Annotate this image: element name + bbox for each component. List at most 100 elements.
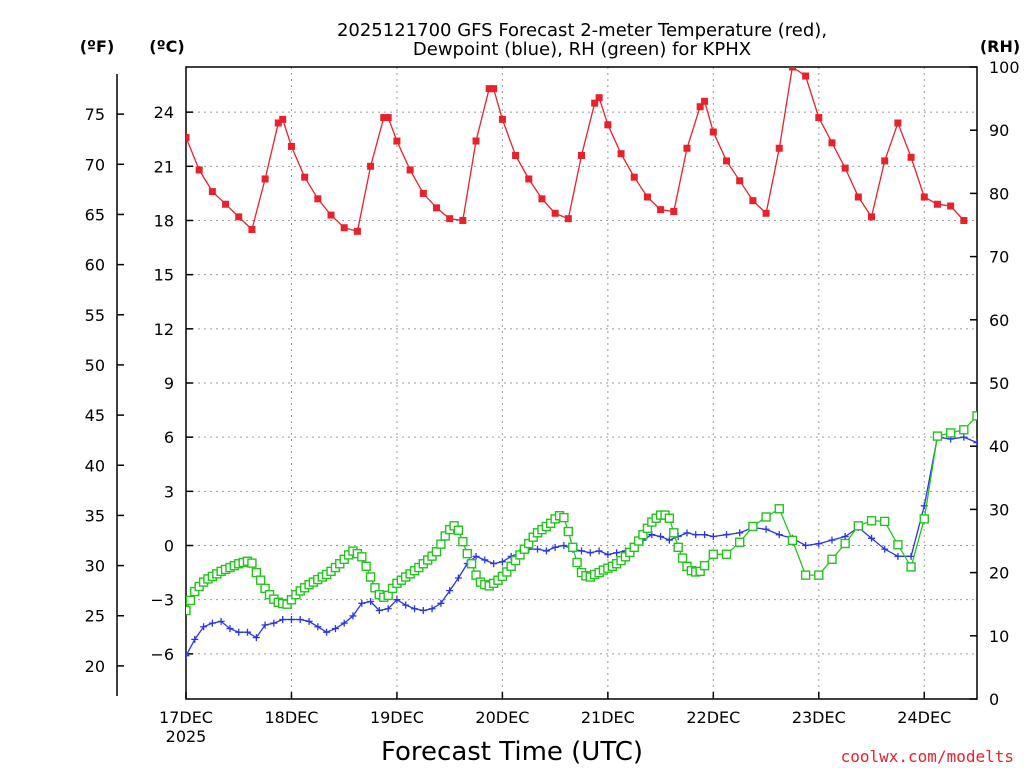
temperature-marker [301,173,309,181]
temperature-marker [701,97,709,105]
x-tick-label: 22DEC [686,708,740,727]
dewpoint-marker [191,635,199,643]
rh-marker [774,504,784,514]
x-tick-label: 21DEC [581,708,635,727]
dewpoint-marker [235,628,243,636]
dewpoint-marker [595,547,603,555]
rh-marker [673,542,683,553]
temperature-marker [195,166,203,174]
rh-marker [572,557,582,568]
rh-marker [945,428,956,438]
rh-tick-label: 10 [989,627,1009,646]
chart-title-line2: Dewpoint (blue), RH (green) for KPHX [413,39,751,60]
x-tick-label: 20DEC [475,708,529,727]
temperature-marker [841,164,849,172]
celsius-tick-label: −3 [150,591,174,610]
temperature-marker [828,139,836,147]
rh-tick-label: 80 [989,184,1009,203]
dewpoint-marker [375,607,383,615]
temperature-marker [709,128,717,136]
rh-marker [568,542,578,553]
temperature-marker [406,166,414,174]
fahrenheit-tick-label: 45 [85,406,105,425]
temperature-marker [578,151,585,159]
dewpoint-marker [578,547,585,555]
rh-tick-label: 90 [989,121,1009,140]
dewpoint-marker [802,542,810,550]
temperature-marker [498,115,506,123]
rh-marker [866,516,877,526]
rh-marker [563,526,574,537]
temperature-marker [670,207,678,215]
rh-tick-label: 60 [989,311,1009,330]
temperature-marker [472,137,480,145]
rh-marker [721,549,732,559]
x-tick-label: 19DEC [370,708,424,727]
dewpoint-marker [692,531,700,539]
dewpoint-marker [828,536,836,544]
rh-marker [431,547,442,557]
rh-marker [458,536,468,547]
temperature-marker [788,67,796,71]
dewpoint-marker [428,605,436,613]
dewpoint-marker [314,623,322,631]
fahrenheit-tick-label: 35 [85,506,105,525]
rh-marker [247,558,257,568]
rh-marker [251,567,262,578]
dewpoint-marker [393,596,401,604]
rh-marker [748,521,758,532]
temperature-marker [630,173,638,181]
rh-marker [959,425,969,435]
dewpoint-marker [709,532,717,540]
celsius-tick-label: −6 [150,645,174,664]
dewpoint-marker [841,532,849,540]
dewpoint-marker [305,617,313,625]
temperature-marker [525,175,533,183]
rh-marker [827,554,837,565]
fahrenheit-tick-label: 20 [85,657,105,676]
dewpoint-marker [683,529,691,537]
temperature-marker [696,103,704,111]
temperature-marker [287,142,295,150]
celsius-tick-label: 9 [164,374,174,393]
dewpoint-marker [551,543,559,551]
temperature-marker [538,195,546,203]
temperature-marker [854,193,862,201]
dewpoint-marker [287,616,295,624]
dewpoint-marker [331,625,339,633]
dewpoint-marker [868,534,876,542]
rh-marker [466,559,477,569]
dewpoint-marker [349,612,357,620]
temperature-marker [591,99,599,107]
series-group [186,67,977,660]
celsius-tick-label: 24 [154,103,174,122]
fahrenheit-tick-label: 40 [85,456,105,475]
rh-marker [669,528,679,538]
fahrenheit-tick-label: 30 [85,557,105,576]
temperature-marker [459,216,467,224]
watermark: coolwx.com/modelts [841,747,1014,766]
celsius-tick-label: 21 [154,157,174,176]
rh-tick-label: 70 [989,248,1009,267]
temperature-marker [353,227,361,235]
rh-marker [972,411,977,421]
temperature-marker [947,202,955,210]
rh-marker [699,560,710,571]
temperature-marker [815,114,823,122]
x-tick-label: 24DEC [897,708,951,727]
dewpoint-marker [296,616,304,624]
x-axis-title: Forecast Time (UTC) [381,737,643,767]
temperature-marker [186,133,190,141]
rh-marker [186,605,191,616]
dewpoint-marker [358,599,366,607]
dewpoint-marker [604,551,612,559]
dewpoint-marker [723,531,731,539]
fahrenheit-tick-label: 65 [85,205,105,224]
rh-marker [919,514,929,524]
celsius-tick-label: 6 [164,428,174,447]
dewpoint-marker [226,625,234,633]
temperature-marker [208,188,216,196]
temperature-marker [551,209,559,217]
dewpoint-marker [217,617,225,625]
